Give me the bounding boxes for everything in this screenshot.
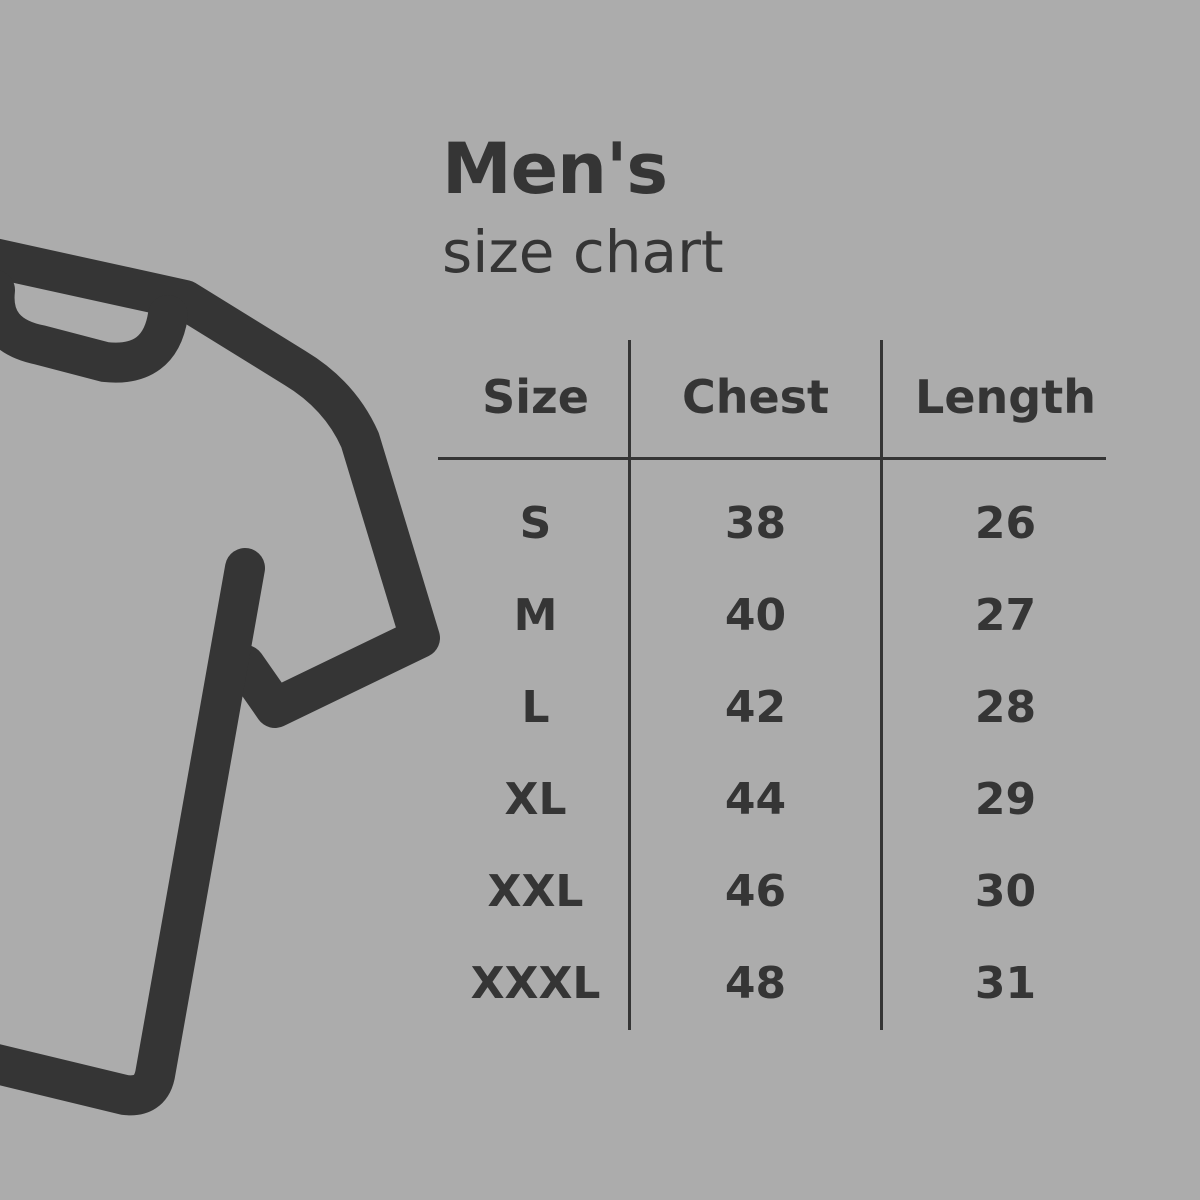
header-size: Size — [482, 370, 589, 424]
column-divider — [628, 340, 631, 1030]
table-cell-chest: 38 — [724, 498, 787, 549]
table-cell-chest: 42 — [724, 682, 787, 733]
header-chest: Chest — [681, 370, 830, 424]
table-cell-chest: 48 — [724, 958, 787, 1009]
size-table: Size Chest Length S 38 26 M 40 27 L 42 28 XL 44 29 X… — [438, 340, 1106, 1030]
table-cell-chest: 44 — [724, 774, 787, 825]
column-divider — [880, 340, 883, 1030]
table-cell-length: 30 — [974, 866, 1037, 917]
header-divider — [438, 457, 1106, 460]
table-cell-length: 29 — [974, 774, 1037, 825]
table-cell-size: M — [513, 590, 558, 641]
table-cell-chest: 40 — [724, 590, 787, 641]
table-cell-length: 26 — [974, 498, 1037, 549]
table-cell-size: L — [521, 682, 550, 733]
table-cell-size: S — [519, 498, 552, 549]
table-cell-length: 31 — [974, 958, 1037, 1009]
table-cell-size: XL — [504, 774, 567, 825]
table-cell-chest: 46 — [724, 866, 787, 917]
table-cell-length: 27 — [974, 590, 1037, 641]
header-length: Length — [915, 370, 1096, 424]
table-cell-size: XXXL — [470, 958, 601, 1009]
t-shirt-icon — [0, 238, 440, 1116]
table-cell-length: 28 — [974, 682, 1037, 733]
title: Men's — [442, 128, 668, 210]
subtitle: size chart — [442, 218, 724, 286]
table-cell-size: XXL — [487, 866, 584, 917]
